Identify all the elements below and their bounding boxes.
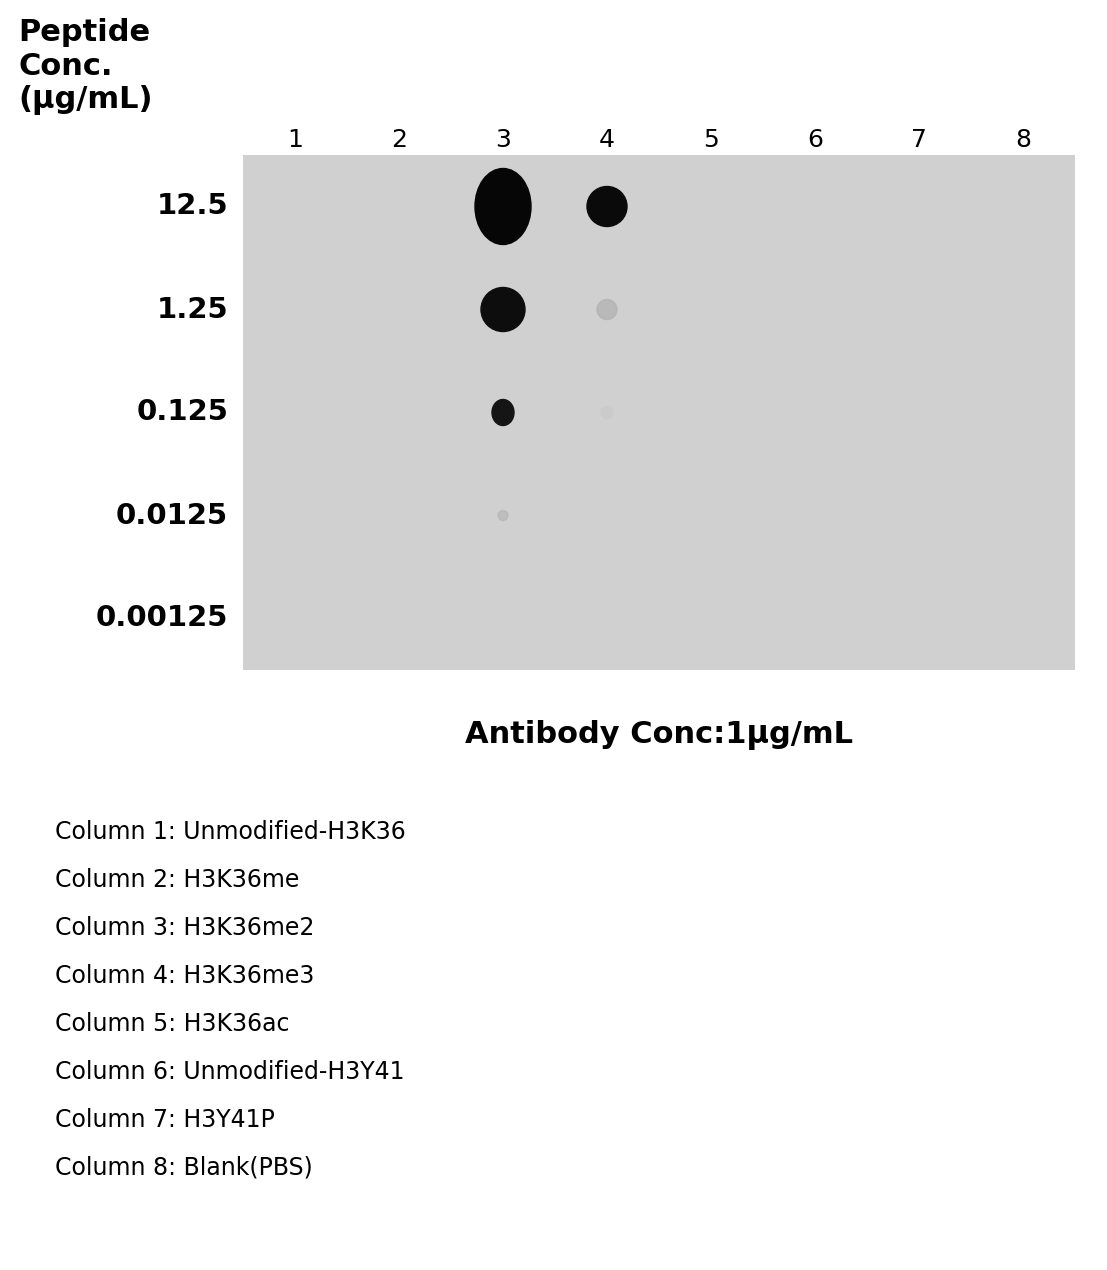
Text: 7: 7 (911, 128, 927, 152)
Ellipse shape (601, 406, 613, 419)
Text: Column 7: H3Y41P: Column 7: H3Y41P (55, 1107, 275, 1132)
Text: Column 3: H3K36me2: Column 3: H3K36me2 (55, 916, 314, 940)
Text: Peptide
Conc.
(μg/mL): Peptide Conc. (μg/mL) (18, 18, 153, 116)
Text: 0.0125: 0.0125 (116, 502, 228, 530)
Bar (244, 155, 1075, 671)
Text: 1.25: 1.25 (156, 296, 228, 324)
Ellipse shape (597, 300, 617, 320)
Ellipse shape (587, 187, 627, 226)
Text: Column 4: H3K36me3: Column 4: H3K36me3 (55, 964, 314, 988)
Text: 0.00125: 0.00125 (95, 605, 228, 632)
Text: 3: 3 (495, 128, 511, 152)
Text: 8: 8 (1015, 128, 1031, 152)
Text: 5: 5 (703, 128, 718, 152)
Text: 1: 1 (287, 128, 303, 152)
Text: Column 8: Blank(PBS): Column 8: Blank(PBS) (55, 1156, 313, 1180)
Text: Column 5: H3K36ac: Column 5: H3K36ac (55, 1012, 290, 1036)
Text: Column 6: Unmodified-H3Y41: Column 6: Unmodified-H3Y41 (55, 1060, 404, 1085)
Text: 4: 4 (599, 128, 615, 152)
Text: 2: 2 (391, 128, 407, 152)
Text: Column 2: H3K36me: Column 2: H3K36me (55, 867, 299, 892)
Ellipse shape (492, 400, 514, 425)
Ellipse shape (475, 169, 531, 245)
Ellipse shape (498, 511, 508, 521)
Text: Column 1: Unmodified-H3K36: Column 1: Unmodified-H3K36 (55, 820, 406, 845)
Ellipse shape (482, 287, 525, 331)
Text: 12.5: 12.5 (156, 193, 228, 221)
Text: 6: 6 (807, 128, 823, 152)
Text: Antibody Conc:1μg/mL: Antibody Conc:1μg/mL (465, 720, 853, 751)
Text: 0.125: 0.125 (136, 399, 228, 427)
